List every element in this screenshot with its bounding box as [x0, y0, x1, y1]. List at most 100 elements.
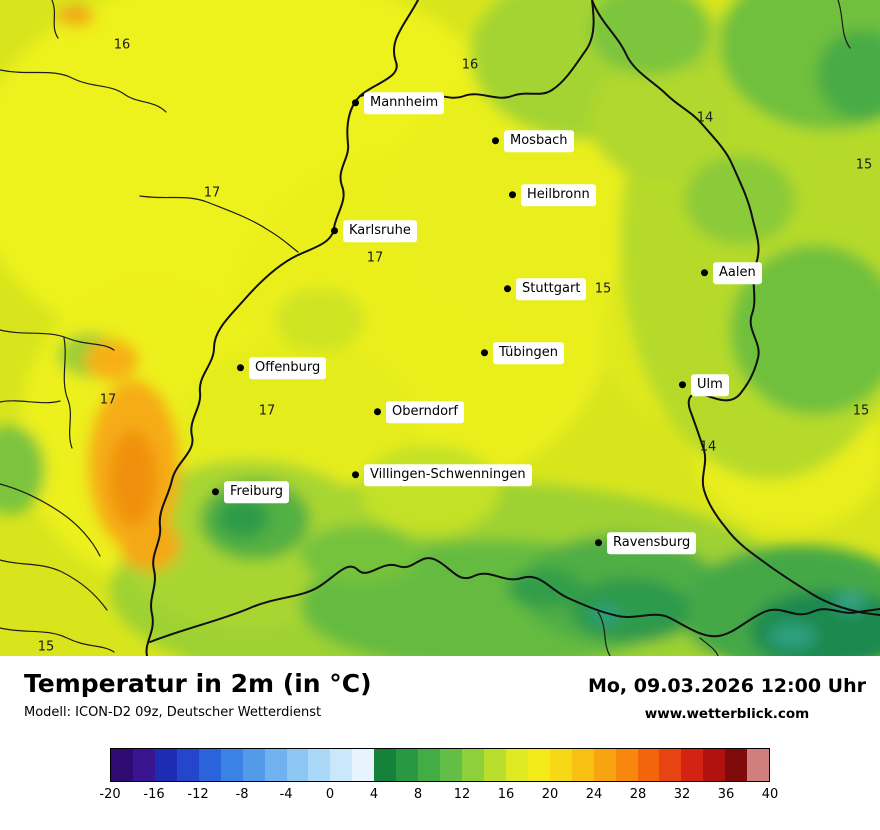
city-marker: Offenburg [237, 357, 327, 379]
city-dot-icon [504, 285, 511, 293]
temperature-value-label: 16 [461, 57, 479, 73]
city-dot-icon [352, 99, 359, 107]
city-label: Mannheim [364, 92, 445, 114]
city-dot-icon [509, 191, 516, 199]
page-title: Temperatur in 2m (in °C) [24, 669, 372, 698]
model-info: Modell: ICON-D2 09z, Deutscher Wetterdie… [24, 705, 322, 720]
colorbar-cell [703, 749, 726, 781]
colorbar-cell [242, 749, 265, 781]
colorbar-tick-label: 28 [629, 787, 647, 802]
city-marker: Mosbach [492, 130, 574, 152]
city-label: Freiburg [224, 481, 290, 503]
city-label: Ulm [691, 374, 729, 396]
city-label: Tübingen [493, 342, 564, 364]
city-dot-icon [352, 471, 359, 479]
colorbar-cell [593, 749, 616, 781]
city-label: Villingen-Schwenningen [364, 464, 532, 486]
city-marker: Heilbronn [509, 184, 596, 206]
colorbar-tick-label: 40 [761, 787, 779, 802]
info-panel: Temperatur in 2m (in °C) Modell: ICON-D2… [0, 656, 880, 830]
border-lines-layer [0, 0, 880, 656]
colorbar-tick-label: 4 [369, 787, 379, 802]
datetime-label: Mo, 09.03.2026 12:00 Uhr [587, 675, 866, 697]
city-marker: Oberndorf [374, 401, 464, 423]
city-dot-icon [237, 364, 244, 372]
temperature-value-label: 17 [99, 392, 117, 408]
colorbar-tick-label: 24 [585, 787, 603, 802]
colorbar-cell [352, 749, 375, 781]
colorbar-cell [483, 749, 506, 781]
temperature-value-label: 14 [699, 439, 717, 455]
city-marker: Karlsruhe [331, 220, 417, 242]
colorbar-cell [132, 749, 155, 781]
colorbar-cell [549, 749, 572, 781]
city-dot-icon [331, 227, 338, 235]
colorbar-cell [264, 749, 287, 781]
city-dot-icon [492, 137, 499, 145]
city-label: Heilbronn [521, 184, 596, 206]
city-label: Oberndorf [386, 401, 464, 423]
temperature-value-label: 17 [258, 403, 276, 419]
city-dot-icon [481, 349, 488, 357]
colorbar-cell [198, 749, 221, 781]
city-marker: Freiburg [212, 481, 290, 503]
colorbar-cell [637, 749, 660, 781]
legend: -20 -16 -12 -8 -4 0 4 8 12 16 20 24 28 32 36 40 [99, 748, 778, 807]
city-marker: Villingen-Schwenningen [352, 464, 532, 486]
city-label: Offenburg [249, 357, 327, 379]
city-marker: Aalen [701, 262, 762, 284]
city-label: Stuttgart [516, 278, 587, 300]
temperature-value-label: 15 [855, 157, 873, 173]
city-dot-icon [595, 539, 602, 547]
colorbar-tick-label: -8 [235, 787, 249, 802]
temperature-field-layer [0, 0, 880, 656]
city-dot-icon [374, 408, 381, 416]
colorbar-cell [440, 749, 462, 781]
temperature-value-label: 15 [594, 281, 612, 297]
colorbar-tick-label: -4 [279, 787, 293, 802]
colorbar-tick-label: 20 [541, 787, 559, 802]
colorbar-cell [571, 749, 594, 781]
colorbar-cell [505, 749, 528, 781]
city-marker: Stuttgart [504, 278, 587, 300]
colorbar-tick-label: 32 [673, 787, 691, 802]
colorbar-cell [308, 749, 331, 781]
colorbar [110, 748, 770, 782]
panel-header: Temperatur in 2m (in °C) Modell: ICON-D2… [0, 669, 880, 722]
colorbar-cell [330, 749, 353, 781]
colorbar-cell [286, 749, 309, 781]
city-label: Karlsruhe [343, 220, 417, 242]
city-label: Mosbach [504, 130, 574, 152]
temperature-map-image [0, 0, 880, 656]
temperature-value-label: 15 [37, 639, 55, 655]
city-dot-icon [679, 381, 686, 389]
colorbar-cell [176, 749, 199, 781]
colorbar-cell [725, 749, 748, 781]
city-marker: Mannheim [352, 92, 445, 114]
colorbar-tick-label: -16 [143, 787, 165, 802]
colorbar-cell [220, 749, 243, 781]
city-marker: Ulm [679, 374, 729, 396]
city-dot-icon [701, 269, 708, 277]
colorbar-tick-label: 36 [717, 787, 735, 802]
colorbar-cell [615, 749, 638, 781]
colorbar-cell [374, 749, 397, 781]
colorbar-tick-label: 16 [497, 787, 515, 802]
temperature-value-label: 15 [852, 403, 870, 419]
temperature-value-label: 14 [696, 110, 714, 126]
website-label: www.wetterblick.com [644, 706, 810, 722]
colorbar-cell [462, 749, 484, 781]
city-marker: Tübingen [481, 342, 564, 364]
colorbar-cell [418, 749, 441, 781]
map: Mannheim Mosbach Heilbronn Karlsruhe Stuttga… [0, 0, 880, 656]
colorbar-cell [154, 749, 177, 781]
colorbar-cell [111, 749, 133, 781]
colorbar-cell [747, 749, 770, 781]
colorbar-tick-label: 8 [413, 787, 423, 802]
colorbar-cell [659, 749, 682, 781]
city-marker: Ravensburg [595, 532, 697, 554]
city-label: Aalen [713, 262, 762, 284]
colorbar-cell [396, 749, 419, 781]
temperature-value-label: 16 [113, 37, 131, 53]
colorbar-cell [527, 749, 550, 781]
